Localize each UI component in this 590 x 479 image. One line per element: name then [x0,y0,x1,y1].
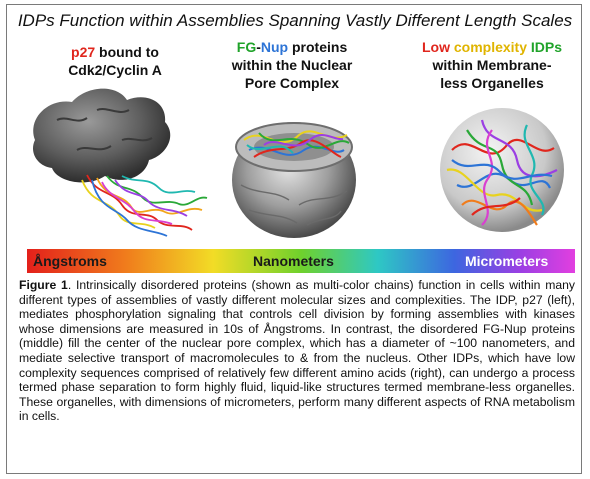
organelle-droplet-illustration [440,108,564,232]
panel-label-fgnup: FG-Nup proteins within the Nuclear Pore … [212,38,372,92]
label-nup: Nup [260,39,289,55]
scale-label-micrometers: Micrometers [465,253,549,269]
label-low: Low [421,39,450,55]
label-p27: p27 [71,44,96,60]
label-idps: IDPs [530,39,563,55]
figure-caption: Figure 1. Intrinsically disordered prote… [19,278,575,424]
caption-figure-label: Figure 1 [19,278,68,292]
figure-frame: IDPs Function within Assemblies Spanning… [6,4,582,474]
label-within-nuclear: within the Nuclear [231,57,353,73]
label-cdk2: Cdk2/Cyclin A [68,62,162,78]
scale-label-nanometers: Nanometers [253,253,334,269]
figure-title: IDPs Function within Assemblies Spanning… [17,11,573,30]
panel-label-p27: p27 bound to Cdk2/Cyclin A [35,43,195,79]
p27-complex-illustration [32,88,208,237]
scale-label-angstroms: Ångstroms [33,253,107,269]
label-proteins: proteins [288,39,348,55]
label-pore-complex: Pore Complex [244,75,340,91]
label-dash: - [256,39,261,55]
label-fg: FG [236,39,257,55]
label-complexity: complexity [453,39,527,55]
label-within-membrane: within Membrane- [432,57,552,73]
label-less-organelles: less Organelles [440,75,544,91]
label-bound-to: bound to [95,44,159,60]
length-scale-bar: Ångstroms Nanometers Micrometers [27,249,575,273]
panel-label-lcidp: Low complexity IDPs within Membrane- les… [407,38,577,92]
caption-text: . Intrinsically disordered proteins (sho… [19,278,575,424]
nuclear-pore-illustration [232,122,356,238]
